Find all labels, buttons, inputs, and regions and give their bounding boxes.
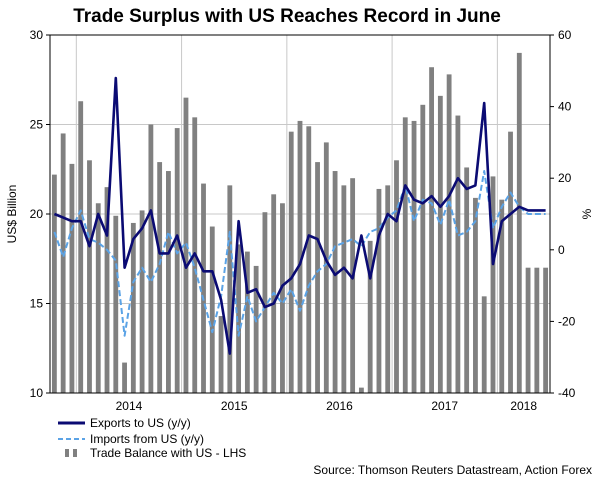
trade-balance-bar	[385, 185, 391, 393]
trade-balance-bar	[236, 244, 242, 393]
trade-balance-bar	[420, 104, 426, 393]
trade-balance-bar	[499, 199, 505, 393]
legend: Exports to US (y/y) Imports from US (y/y…	[58, 416, 246, 460]
source-note: Source: Thomson Reuters Datastream, Acti…	[313, 463, 592, 477]
right-axis-label: %	[580, 208, 594, 219]
trade-balance-bar	[481, 296, 487, 393]
right-tick-label: 20	[558, 171, 572, 185]
trade-balance-bar	[358, 387, 364, 393]
left-tick-label: 10	[30, 386, 44, 400]
year-label: 2017	[431, 399, 458, 413]
trade-balance-bar	[543, 267, 549, 393]
right-tick-label: 60	[558, 28, 572, 42]
trade-balance-bar	[51, 174, 57, 393]
right-tick-label: -40	[558, 386, 576, 400]
trade-balance-bar	[341, 185, 347, 393]
left-tick-label: 30	[30, 28, 44, 42]
right-axis-ticks: -40 -20 0 20 40 60	[550, 28, 576, 400]
trade-balance-bar	[402, 117, 408, 393]
trade-balance-bar	[139, 210, 145, 393]
right-tick-label: 40	[558, 100, 572, 114]
trade-balance-bar	[437, 95, 443, 394]
trade-balance-bar	[525, 267, 531, 393]
chart-title: Trade Surplus with US Reaches Record in …	[73, 6, 501, 27]
trade-balance-bar	[87, 160, 92, 393]
trade-balance-bar	[218, 316, 224, 393]
left-tick-label: 25	[30, 118, 44, 132]
imports-line	[53, 170, 546, 337]
trade-balance-bar	[446, 74, 452, 393]
trade-balance-bar	[490, 176, 496, 393]
legend-balance-label: Trade Balance with US - LHS	[90, 446, 246, 460]
trade-balance-bar	[95, 203, 101, 393]
trade-balance-bar	[464, 167, 470, 393]
trade-balance-bar	[113, 215, 119, 393]
trade-balance-bar	[350, 178, 356, 393]
left-axis-label: US$ Billion	[5, 185, 19, 244]
left-tick-label: 20	[30, 207, 44, 221]
trade-balance-bar	[60, 133, 66, 393]
trade-balance-bar	[130, 222, 136, 393]
trade-balance-bar	[315, 162, 320, 393]
exports-line	[53, 76, 546, 355]
trade-balance-bar	[122, 362, 127, 393]
trade-balance-bar	[209, 226, 215, 393]
trade-balance-bar	[367, 240, 373, 393]
left-axis-ticks: 10 15 20 25 30	[30, 28, 50, 400]
trade-balance-bar	[411, 120, 417, 394]
line-series	[53, 76, 546, 355]
legend-balance-swatch-a	[65, 449, 69, 457]
trade-balance-bar	[157, 162, 163, 393]
right-tick-label: 0	[558, 243, 565, 257]
trade-balance-bar	[280, 203, 285, 393]
trade-balance-bar	[166, 171, 171, 393]
trade-balance-bar	[104, 187, 110, 393]
right-tick-label: -20	[558, 314, 576, 328]
trade-balance-bar	[516, 52, 522, 394]
trade-balance-bar	[78, 101, 84, 393]
trade-balance-bar	[332, 171, 338, 393]
year-label: 2014	[116, 399, 143, 413]
trade-balance-bar	[253, 265, 259, 393]
trade-balance-bar	[69, 163, 75, 393]
trade-balance-bar	[429, 67, 434, 393]
trade-balance-bar	[244, 251, 250, 393]
trade-balance-bar	[297, 120, 303, 394]
year-label: 2016	[326, 399, 353, 413]
trade-balance-bar	[394, 160, 399, 393]
trade-balance-bar	[148, 124, 154, 393]
trade-balance-bar	[174, 128, 180, 393]
year-label: 2015	[221, 399, 248, 413]
trade-balance-bar	[288, 131, 294, 393]
trade-balance-bar	[262, 212, 268, 393]
left-tick-label: 15	[30, 297, 44, 311]
trade-balance-bar	[376, 188, 382, 393]
legend-exports-label: Exports to US (y/y)	[90, 416, 191, 430]
trade-balance-bar	[534, 267, 540, 393]
trade-balance-bar	[201, 183, 206, 393]
trade-balance-bar	[455, 115, 461, 394]
trade-balance-bar	[473, 197, 478, 393]
trade-balance-bar	[323, 142, 329, 393]
legend-balance-swatch-b	[73, 449, 77, 457]
year-label: 2018	[510, 399, 537, 413]
trade-balance-bar	[306, 126, 312, 393]
legend-imports-label: Imports from US (y/y)	[90, 432, 204, 446]
trade-balance-bar	[508, 131, 513, 393]
trade-balance-bar	[227, 185, 233, 393]
x-axis-year-labels: 2014 2015 2016 2017 2018	[116, 399, 538, 413]
